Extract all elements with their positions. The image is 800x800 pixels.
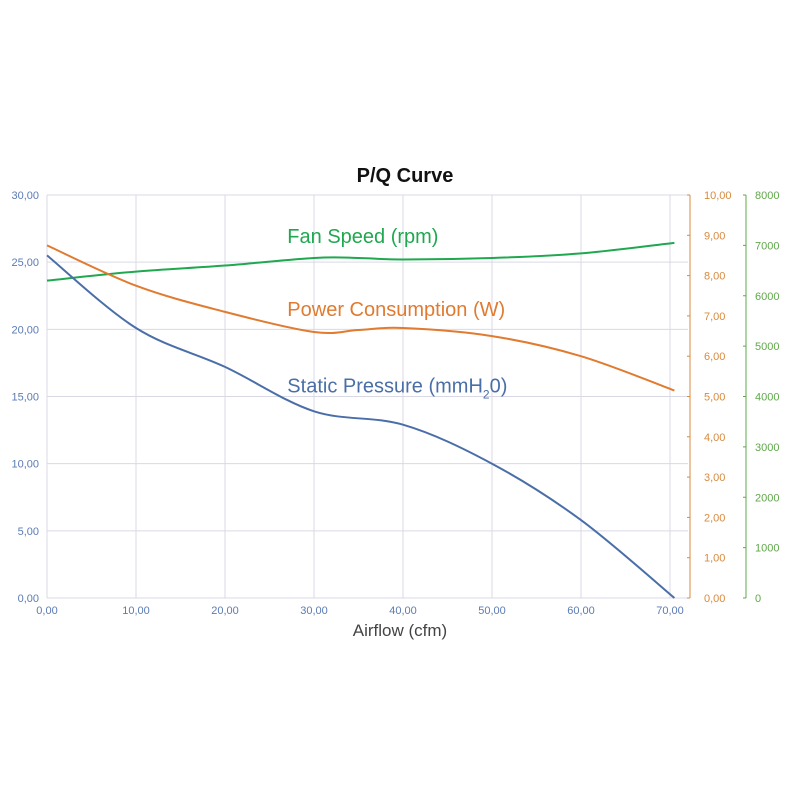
- series-lines: [46, 241, 676, 599]
- y-right-inner-tick-label: 8,00: [704, 271, 725, 283]
- x-tick-label: 70,00: [656, 605, 684, 617]
- series-labels: Fan Speed (rpm) Power Consumption (W) Stat…: [287, 226, 507, 402]
- y-right-outer-tick-label: 3000: [755, 442, 779, 454]
- y-left-tick-label: 5,00: [18, 526, 39, 538]
- y-left-tick-label: 25,00: [11, 257, 39, 269]
- y-right-outer-tick-label: 0: [755, 593, 761, 605]
- y-right-outer-tick-label: 4000: [755, 392, 779, 404]
- x-axis-label: Airflow (cfm): [353, 621, 447, 640]
- y-right-inner-tick-label: 9,00: [704, 230, 725, 242]
- y-left-tick-label: 20,00: [11, 324, 39, 336]
- series-line-1: [46, 244, 675, 392]
- y-right-outer-tick-label: 2000: [755, 492, 779, 504]
- y-right-inner-tick-label: 6,00: [704, 351, 725, 363]
- y-right-outer-tick-label: 7000: [755, 240, 779, 252]
- y-left-tick-label: 30,00: [11, 190, 39, 202]
- y-left-tick-label: 10,00: [11, 459, 39, 471]
- axes: 0,00 10,00 20,00 30,00 40,00 50,00 60,00 70,00 0…: [11, 190, 779, 617]
- y-right-outer-tick-label: 1000: [755, 543, 779, 555]
- y-right-inner-tick-label: 4,00: [704, 432, 725, 444]
- y-right-inner-tick-label: 2,00: [704, 512, 725, 524]
- y-right-outer-tick-label: 8000: [755, 190, 779, 202]
- series-line-2: [46, 254, 676, 599]
- series-line-0: [46, 241, 675, 282]
- y-right-inner-tick-label: 0,00: [704, 593, 725, 605]
- x-tick-label: 20,00: [211, 605, 239, 617]
- series-label-2: Static Pressure (mmH20): [287, 375, 507, 401]
- x-tick-label: 30,00: [300, 605, 328, 617]
- chart-title: P/Q Curve: [357, 165, 454, 187]
- x-tick-label: 10,00: [122, 605, 150, 617]
- y-left-tick-label: 15,00: [11, 392, 39, 404]
- y-left-tick-label: 0,00: [18, 593, 39, 605]
- x-tick-label: 40,00: [389, 605, 417, 617]
- x-tick-label: 50,00: [478, 605, 506, 617]
- y-right-inner-tick-label: 10,00: [704, 190, 732, 202]
- y-right-outer-tick-label: 6000: [755, 291, 779, 303]
- x-tick-label: 0,00: [36, 605, 57, 617]
- x-tick-label: 60,00: [567, 605, 595, 617]
- series-label-0: Fan Speed (rpm): [287, 226, 438, 248]
- y-right-inner-tick-label: 5,00: [704, 392, 725, 404]
- y-right-inner-tick-label: 1,00: [704, 553, 725, 565]
- series-label-1: Power Consumption (W): [287, 299, 505, 321]
- y-right-inner-tick-label: 3,00: [704, 472, 725, 484]
- y-right-inner-tick-label: 7,00: [704, 311, 725, 323]
- y-right-outer-tick-label: 5000: [755, 341, 779, 353]
